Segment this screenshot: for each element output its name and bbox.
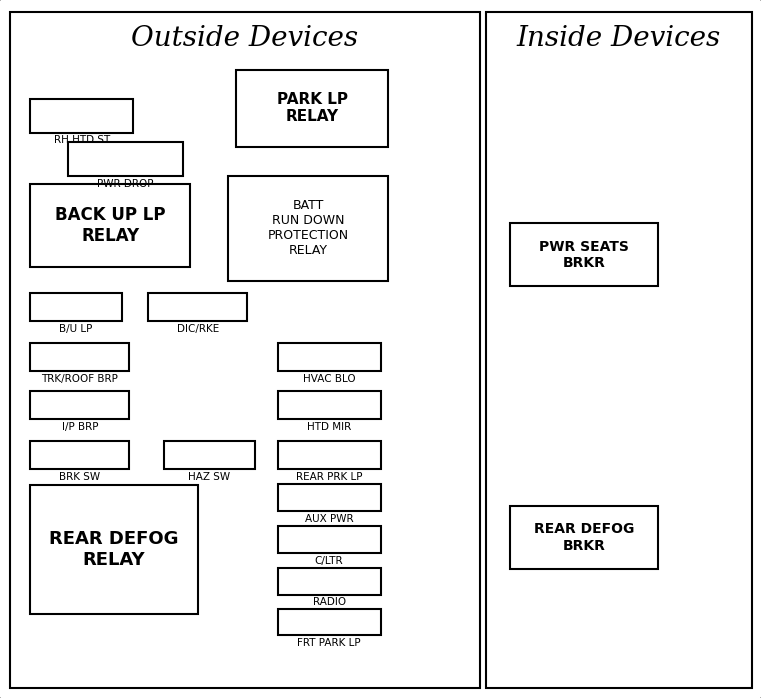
Bar	[278, 526, 380, 553]
Bar	[30, 99, 133, 133]
Text: I/P BRP: I/P BRP	[62, 422, 98, 431]
Bar	[236, 70, 388, 147]
Text: PARK LP
RELAY: PARK LP RELAY	[276, 92, 348, 124]
Bar	[148, 293, 247, 321]
Text: B/U LP: B/U LP	[59, 324, 93, 334]
Bar	[278, 609, 380, 635]
Text: HVAC BLO: HVAC BLO	[303, 374, 355, 384]
Text: C/LTR: C/LTR	[315, 556, 343, 565]
Text: AUX PWR: AUX PWR	[305, 514, 353, 524]
Text: DIC/RKE: DIC/RKE	[177, 324, 219, 334]
Bar	[30, 391, 129, 419]
Bar	[30, 485, 198, 614]
Bar	[510, 506, 658, 569]
Bar	[486, 12, 752, 688]
Text: TRK/ROOF BRP: TRK/ROOF BRP	[41, 374, 119, 384]
Bar	[30, 184, 190, 267]
Text: BACK UP LP
RELAY: BACK UP LP RELAY	[55, 206, 166, 245]
Bar	[510, 223, 658, 286]
Bar	[278, 391, 380, 419]
Text: Inside Devices: Inside Devices	[517, 25, 721, 52]
Text: REAR DEFOG
BRKR: REAR DEFOG BRKR	[534, 522, 634, 553]
Bar	[30, 343, 129, 371]
Text: Outside Devices: Outside Devices	[132, 25, 358, 52]
Text: HTD MIR: HTD MIR	[307, 422, 352, 431]
Bar	[10, 12, 480, 688]
Text: FRT PARK LP: FRT PARK LP	[298, 638, 361, 648]
Bar	[278, 343, 380, 371]
Text: HAZ SW: HAZ SW	[188, 472, 231, 482]
Bar	[228, 176, 388, 281]
Bar	[30, 293, 122, 321]
Bar	[278, 484, 380, 511]
Text: REAR PRK LP: REAR PRK LP	[296, 472, 362, 482]
Text: RADIO: RADIO	[313, 597, 345, 607]
Text: PWR SEATS
BRKR: PWR SEATS BRKR	[539, 239, 629, 270]
Bar	[278, 441, 380, 469]
Text: BATT
RUN DOWN
PROTECTION
RELAY: BATT RUN DOWN PROTECTION RELAY	[268, 199, 349, 258]
Bar	[164, 441, 255, 469]
Text: BRK SW: BRK SW	[59, 472, 100, 482]
Text: PWR DROP: PWR DROP	[97, 179, 154, 188]
Text: REAR DEFOG
RELAY: REAR DEFOG RELAY	[49, 530, 179, 569]
Bar	[30, 441, 129, 469]
Text: RH HTD ST: RH HTD ST	[54, 135, 110, 145]
Bar	[278, 568, 380, 595]
Bar	[68, 142, 183, 176]
